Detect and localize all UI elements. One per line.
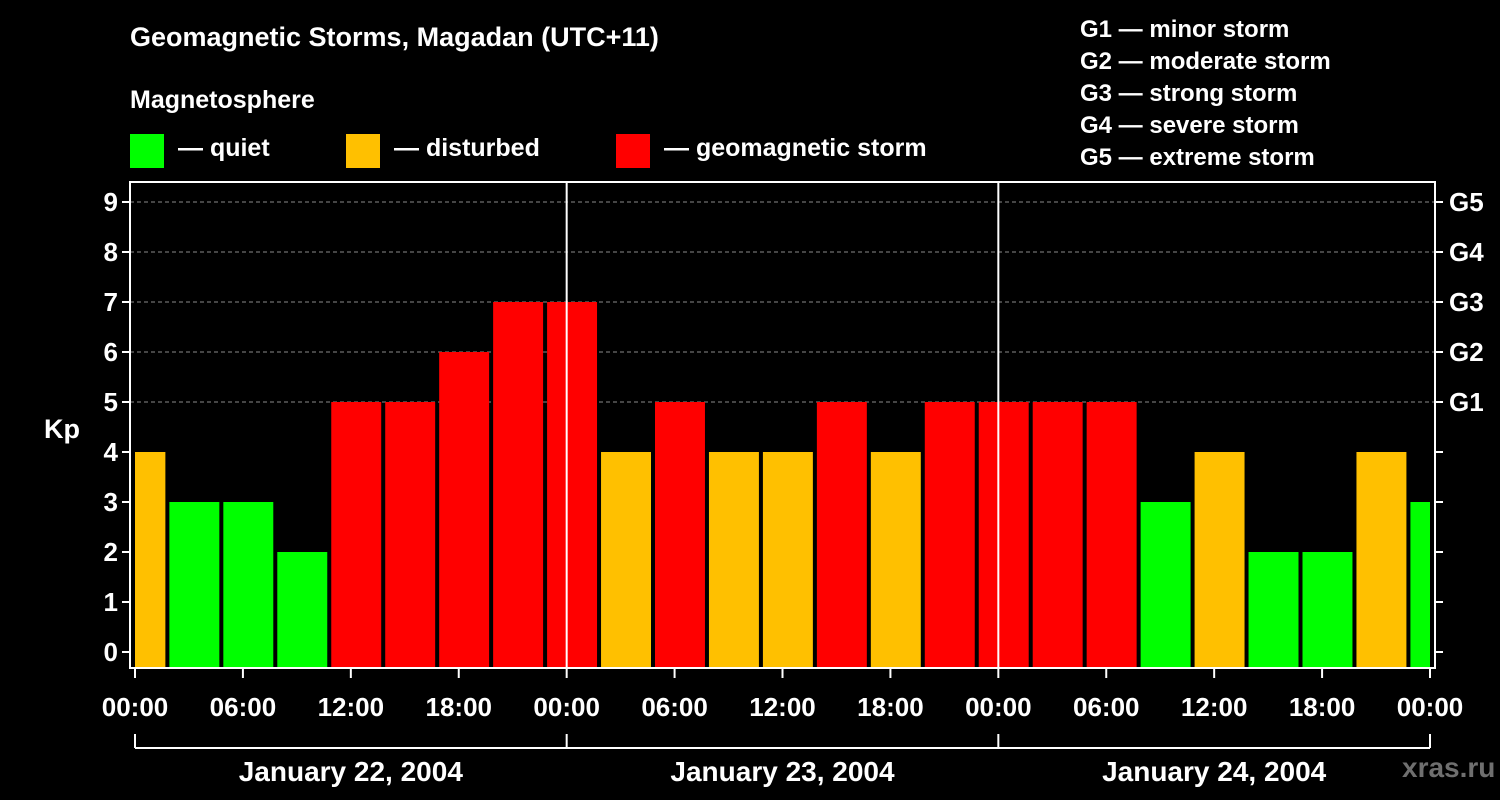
x-tick-label: 06:00 <box>641 692 708 722</box>
day-label: January 24, 2004 <box>1102 756 1327 787</box>
bar <box>708 452 759 668</box>
y-tick-label: 7 <box>104 287 118 317</box>
bar <box>169 502 220 668</box>
x-tick-label: 18:00 <box>857 692 924 722</box>
x-tick-label: 00:00 <box>965 692 1032 722</box>
storm-scale-g1: G1 — minor storm <box>1080 16 1290 43</box>
bar <box>1356 452 1407 668</box>
bar <box>655 402 705 668</box>
bar <box>439 352 490 668</box>
watermark: xras.ru <box>1402 752 1496 783</box>
storm-scale-g5: G5 — extreme storm <box>1080 144 1315 171</box>
y-tick-label: 9 <box>104 187 118 217</box>
x-tick-label: 18:00 <box>426 692 493 722</box>
bar <box>277 552 328 668</box>
storm-scale-g2: G2 — moderate storm <box>1080 48 1331 75</box>
chart-title: Geomagnetic Storms, Magadan (UTC+11) <box>130 22 659 52</box>
right-tick-label: G4 <box>1449 237 1484 267</box>
bar <box>762 452 813 668</box>
y-tick-label: 5 <box>104 387 118 417</box>
storm-scale-legend: G1 — minor storm G2 — moderate storm G3 … <box>1080 14 1331 174</box>
legend-label-storm: — geomagnetic storm <box>664 133 927 162</box>
bar <box>1248 552 1299 668</box>
storm-scale-g4: G4 — severe storm <box>1080 112 1299 139</box>
bar <box>223 502 274 668</box>
right-tick-label: G2 <box>1449 337 1484 367</box>
legend-label-quiet: — quiet <box>178 133 270 162</box>
day-label: January 22, 2004 <box>239 756 464 787</box>
bar <box>601 452 651 668</box>
x-tick-label: 06:00 <box>1073 692 1140 722</box>
bar <box>816 402 867 668</box>
legend-item-quiet: — quiet <box>130 134 270 168</box>
x-tick-label: 12:00 <box>749 692 816 722</box>
x-tick-label: 18:00 <box>1289 692 1356 722</box>
y-axis-label: Kp <box>44 414 80 444</box>
y-tick-label: 4 <box>104 437 119 467</box>
bar <box>1032 402 1083 668</box>
bar <box>547 302 598 668</box>
legend-swatch-disturbed <box>346 134 380 168</box>
x-tick-label: 06:00 <box>210 692 277 722</box>
y-tick-label: 6 <box>104 337 118 367</box>
bar <box>1302 552 1353 668</box>
bar <box>978 402 1029 668</box>
legend-swatch-quiet <box>130 134 164 168</box>
x-tick-label: 00:00 <box>102 692 169 722</box>
right-tick-label: G5 <box>1449 187 1484 217</box>
bar <box>924 402 975 668</box>
y-tick-label: 8 <box>104 237 118 267</box>
bar <box>870 452 921 668</box>
right-tick-label: G3 <box>1449 287 1484 317</box>
y-tick-label: 0 <box>104 637 118 667</box>
x-tick-label: 12:00 <box>318 692 385 722</box>
bar <box>331 402 382 668</box>
legend-item-storm: — geomagnetic storm <box>616 134 927 168</box>
bar <box>1086 402 1137 668</box>
legend-item-disturbed: — disturbed <box>346 134 540 168</box>
legend-label-disturbed: — disturbed <box>394 133 540 162</box>
x-tick-label: 00:00 <box>533 692 600 722</box>
y-tick-label: 3 <box>104 487 118 517</box>
x-tick-label: 00:00 <box>1397 692 1464 722</box>
bar <box>135 452 166 668</box>
storm-scale-g3: G3 — strong storm <box>1080 80 1298 107</box>
bar <box>385 402 436 668</box>
bar <box>1410 502 1430 668</box>
bar <box>1140 502 1191 668</box>
y-tick-label: 2 <box>104 537 118 567</box>
legend-heading: Magnetosphere <box>130 86 315 114</box>
day-label: January 23, 2004 <box>670 756 895 787</box>
y-tick-label: 1 <box>104 587 118 617</box>
bar <box>1194 452 1245 668</box>
bar <box>493 302 544 668</box>
x-tick-label: 12:00 <box>1181 692 1248 722</box>
right-tick-label: G1 <box>1449 387 1484 417</box>
legend-swatch-storm <box>616 134 650 168</box>
